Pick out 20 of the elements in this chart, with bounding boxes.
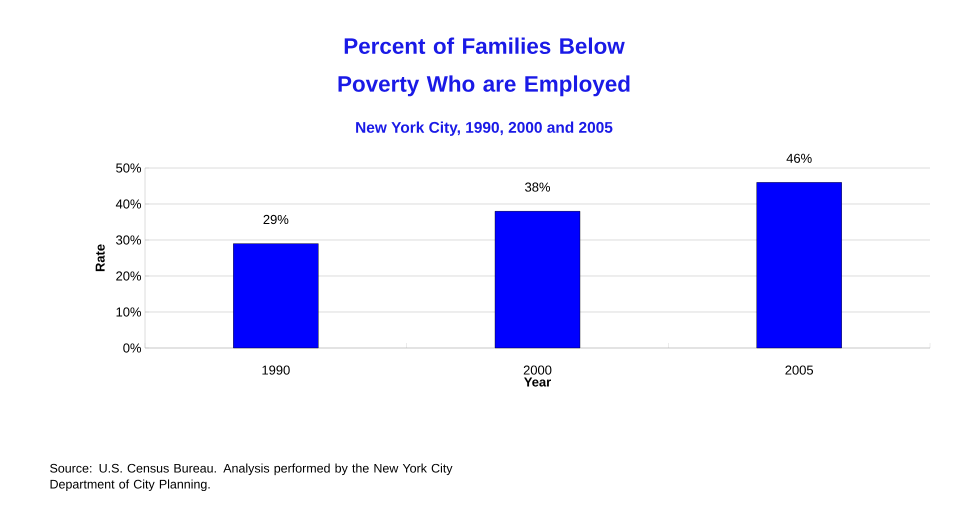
- y-tick-label: 50%: [116, 163, 142, 173]
- y-tick-label: 0%: [123, 343, 142, 353]
- y-tick-label: 30%: [116, 235, 142, 245]
- data-label: 38%: [525, 182, 550, 192]
- x-tick-label: 1990: [262, 366, 290, 375]
- chart-title: Percent of Families Below Poverty Who are Employed: [338, 38, 630, 96]
- y-tick-label: 20%: [116, 271, 142, 281]
- x-tick-label: 2000: [524, 366, 552, 375]
- y-tick-label: 40%: [116, 199, 142, 209]
- bar: [233, 243, 319, 348]
- data-label: 46%: [786, 154, 812, 163]
- data-label: 29%: [264, 214, 288, 224]
- source-note: Source: U.S. Census Bureau. Analysis performed by the New York City Department of City Planning.: [50, 464, 453, 492]
- x-tick-label: 2005: [785, 366, 814, 375]
- bar: [494, 211, 580, 348]
- chart-subtitle: New York City, 1990, 2000 and 2005: [356, 122, 612, 136]
- y-axis-title: Rate: [96, 244, 105, 272]
- bar: [756, 182, 842, 348]
- y-tick-label: 10%: [116, 307, 142, 317]
- x-axis-title: Year: [524, 378, 551, 387]
